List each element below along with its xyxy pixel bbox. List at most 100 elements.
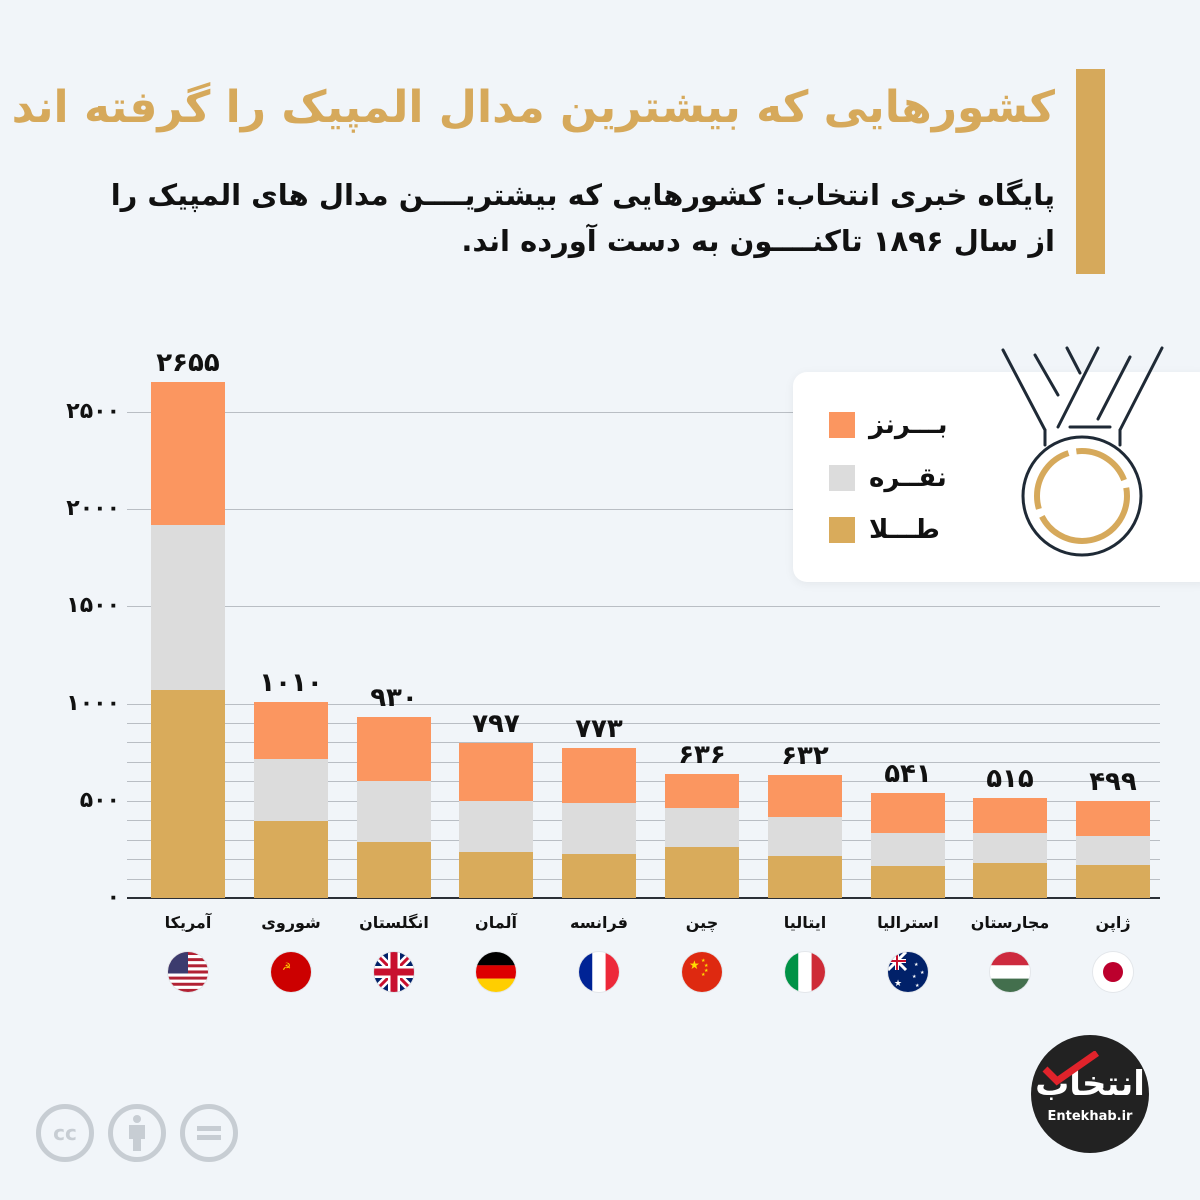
bronze-segment (768, 775, 842, 817)
bar-hungary[interactable] (973, 798, 1047, 898)
country-label: ژاپن (1095, 913, 1131, 932)
attribution-icon (108, 1104, 166, 1162)
check-icon (1042, 1051, 1100, 1086)
x-axis-line (127, 897, 1160, 899)
gold-segment (562, 853, 636, 898)
y-axis-tick-label: ۱۰۰۰ (66, 691, 120, 716)
svg-text:★: ★ (912, 974, 917, 980)
gridline (127, 704, 1160, 705)
silver-segment (562, 802, 636, 854)
bar-total-label: ۵۴۱ (884, 759, 932, 789)
bar-china[interactable] (665, 774, 739, 898)
gridline (127, 801, 1160, 802)
bar-japan[interactable] (1076, 801, 1150, 898)
legend-label: بـــرنز (869, 410, 948, 440)
logo-mark: انتخاب (1035, 1063, 1145, 1104)
country-label: شوروی (261, 913, 321, 932)
svg-text:★: ★ (689, 958, 700, 972)
silver-segment (665, 808, 739, 847)
bar-total-label: ۷۷۳ (575, 714, 623, 744)
bar-total-label: ۴۹۹ (1089, 767, 1137, 797)
silver-segment (151, 525, 225, 690)
bronze-segment (459, 743, 533, 801)
svg-text:★: ★ (701, 972, 706, 978)
hungary-flag-icon (990, 952, 1030, 992)
gridline (127, 820, 1160, 821)
uk-flag-icon (374, 952, 414, 992)
gold-segment (973, 862, 1047, 898)
bronze-segment (665, 774, 739, 809)
gridline (127, 762, 1160, 763)
gridline (127, 509, 1160, 510)
gridline (127, 781, 1160, 782)
bar-usa[interactable] (151, 382, 225, 898)
gold-segment (254, 821, 328, 898)
bar-uk[interactable] (357, 717, 431, 898)
country-label: انگلستان (359, 913, 429, 932)
page-title: کشورهایی که بیشترین مدال المپیک را گرفته… (11, 82, 1055, 133)
svg-text:★: ★ (701, 958, 706, 964)
y-axis-tick-label: ۵۰۰ (79, 788, 120, 813)
license-icons: cc (36, 1104, 238, 1162)
legend-label: نقــره (869, 463, 947, 493)
gold-segment (665, 846, 739, 898)
germany-flag-icon (476, 952, 516, 992)
bar-total-label: ۶۳۲ (781, 741, 829, 771)
france-flag-icon (579, 952, 619, 992)
silver-segment (871, 832, 945, 867)
legend-item-bronze: بـــرنز (829, 410, 948, 440)
country-label: آلمان (475, 913, 517, 932)
gridline (127, 859, 1160, 860)
cc-text: cc (53, 1121, 77, 1145)
gold-segment (459, 851, 533, 898)
gridline (127, 879, 1160, 880)
gridline (127, 742, 1160, 743)
cc-icon: cc (36, 1104, 94, 1162)
svg-text:★: ★ (914, 962, 919, 968)
gold-segment (151, 689, 225, 898)
bar-germany[interactable] (459, 743, 533, 898)
silver-segment (357, 780, 431, 843)
bar-total-label: ۷۹۷ (472, 709, 520, 739)
gridline (127, 723, 1160, 724)
bar-total-label: ۶۳۶ (678, 740, 726, 770)
page-subtitle: پایگاه خبری انتخاب: کشورهایی که بیشتریــ… (110, 178, 1055, 258)
bar-italy[interactable] (768, 775, 842, 898)
silver-segment (254, 759, 328, 822)
svg-text:☭: ☭ (282, 962, 291, 973)
gridline (127, 606, 1160, 607)
gold-segment (871, 866, 945, 898)
country-label: چین (685, 913, 719, 932)
svg-text:★: ★ (894, 979, 902, 989)
gold-segment (357, 842, 431, 898)
y-axis-tick-label: ۱۵۰۰ (66, 593, 120, 618)
gold-segment (1076, 865, 1150, 898)
country-label: مجارستان (970, 913, 1050, 932)
silver-segment (768, 816, 842, 856)
bar-australia[interactable] (871, 793, 945, 898)
bar-total-label: ۹۳۰ (370, 683, 418, 713)
title-accent-bar (1076, 69, 1105, 274)
bronze-segment (357, 717, 431, 781)
country-label: استرالیا (877, 913, 939, 932)
bar-ussr[interactable] (254, 702, 328, 898)
usa-flag-icon (168, 952, 208, 992)
bronze-segment (254, 702, 328, 760)
logo-text: Entekhab.ir (1047, 1108, 1133, 1124)
ussr-flag-icon: ☭ (271, 952, 311, 992)
china-flag-icon: ★ ★ ★ ★ ★ (682, 952, 722, 992)
bronze-segment (1076, 801, 1150, 836)
australia-flag-icon: ★ ★ ★ ★ ★ (888, 952, 928, 992)
bronze-segment (871, 793, 945, 833)
svg-text:★: ★ (704, 968, 709, 974)
svg-text:★: ★ (915, 983, 920, 989)
medal-icon (1001, 346, 1164, 557)
silver-segment (459, 800, 533, 852)
entekhab-logo[interactable]: انتخاب Entekhab.ir (1031, 1035, 1149, 1153)
silver-swatch (829, 465, 855, 491)
y-axis-tick-label: ۲۰۰۰ (66, 496, 120, 521)
bronze-segment (151, 382, 225, 526)
bar-total-label: ۲۶۵۵ (156, 348, 220, 378)
gold-swatch (829, 517, 855, 543)
bar-france[interactable] (562, 748, 636, 898)
